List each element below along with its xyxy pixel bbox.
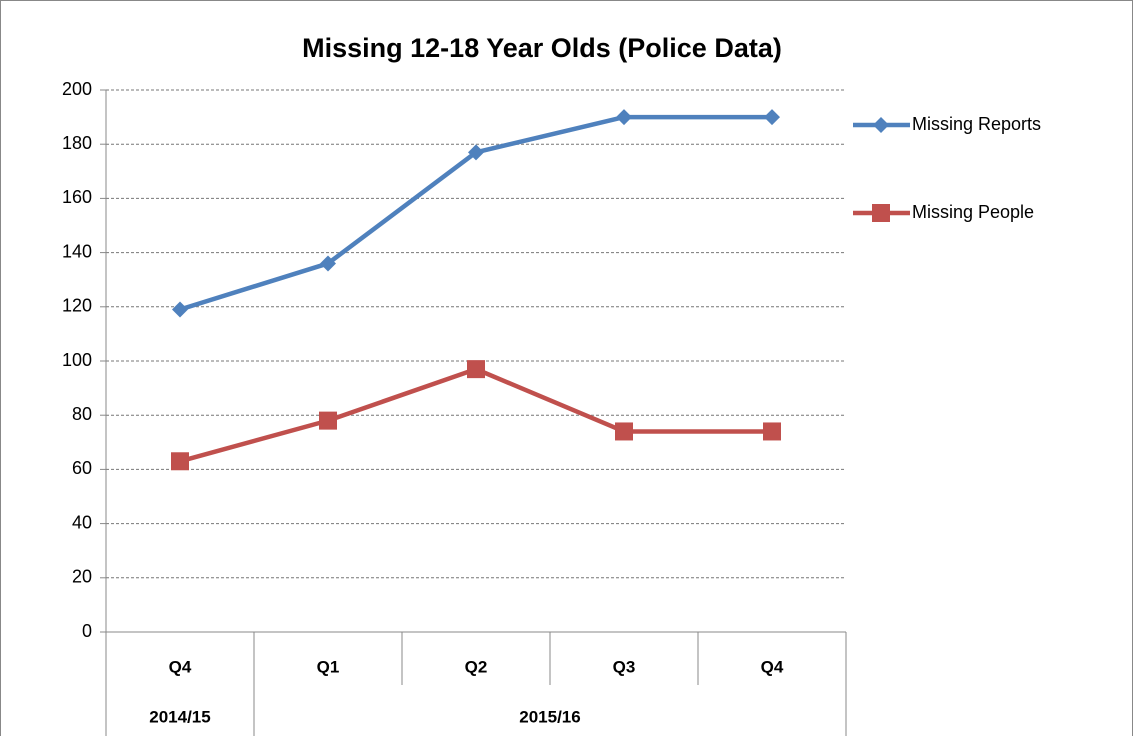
marker [468,144,484,161]
y-tick-label: 40 [72,512,92,532]
marker [616,109,632,126]
x-tick-label: Q3 [613,657,636,676]
y-tick-label: 180 [62,133,92,153]
y-tick-label: 200 [62,79,92,99]
y-tick-label: 140 [62,241,92,261]
x-tick-label: Q4 [761,657,784,676]
y-tick-label: 20 [72,567,92,587]
marker [172,301,188,318]
marker [615,422,633,441]
legend-marker [873,117,889,133]
marker [763,422,781,441]
x-tick-label: Q1 [317,657,340,676]
marker [467,360,485,379]
marker [764,109,780,126]
x-tick-label: Q4 [169,657,192,676]
marker [171,452,189,471]
y-tick-label: 60 [72,458,92,478]
x-tick-label: Q2 [465,657,488,676]
y-tick-label: 160 [62,187,92,207]
y-tick-label: 100 [62,350,92,370]
y-tick-label: 0 [82,621,92,641]
y-tick-label: 120 [62,296,92,316]
category-group-label: 2014/15 [149,707,210,726]
category-group-label: 2015/16 [519,707,580,726]
legend-label: Missing People [912,202,1034,222]
marker [319,411,337,430]
marker [320,255,336,272]
chart-title: Missing 12-18 Year Olds (Police Data) [302,33,782,63]
y-tick-label: 80 [72,404,92,424]
legend-label: Missing Reports [912,114,1041,134]
legend-marker [872,204,890,222]
